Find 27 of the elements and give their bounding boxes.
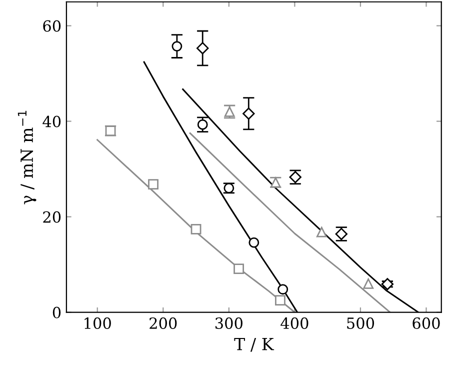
- line-series: [189, 132, 391, 312]
- point: [234, 264, 244, 274]
- point: [363, 278, 374, 289]
- y-tick-label: 20: [43, 211, 61, 223]
- y-tick-label: 0: [52, 306, 61, 318]
- y-tick-label: 60: [43, 20, 61, 32]
- x-tick-label: 600: [412, 317, 440, 329]
- point: [242, 108, 255, 120]
- point: [381, 278, 394, 290]
- point: [278, 284, 288, 295]
- x-axis-title: T / K: [234, 338, 274, 352]
- point: [275, 295, 286, 306]
- x-tick-label: 300: [216, 317, 242, 329]
- point: [172, 41, 182, 52]
- x-tick-label: 200: [150, 317, 177, 329]
- y-tick-label: 40: [42, 116, 61, 128]
- line-series: [96, 139, 296, 312]
- point: [248, 237, 260, 248]
- point: [190, 224, 202, 234]
- point: [197, 119, 208, 130]
- point: [148, 179, 158, 190]
- point: [316, 226, 327, 238]
- point: [196, 42, 209, 54]
- x-tick-label: 100: [84, 317, 111, 329]
- x-tick-label: 400: [280, 317, 308, 329]
- x-tick-label: 500: [347, 317, 374, 329]
- y-axis-title: γ / mN m$^{−1}$: [18, 110, 36, 204]
